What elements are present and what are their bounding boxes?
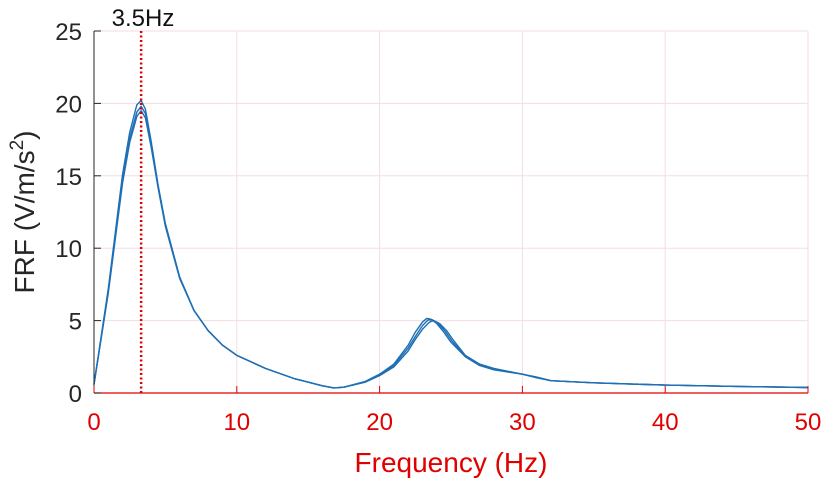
y-tick-label: 0	[69, 381, 82, 408]
x-tick-label: 20	[366, 409, 393, 436]
y-tick-label: 5	[69, 309, 82, 336]
marker-label: 3.5Hz	[112, 5, 175, 32]
series-line-3	[93, 109, 809, 389]
x-tick-label: 30	[509, 409, 536, 436]
y-tick-label: 25	[55, 19, 82, 46]
y-axis-label: FRF (V/m/s2)	[7, 131, 40, 294]
y-axis-label-main: FRF (V/m/s	[9, 150, 40, 293]
x-axis-label: Frequency (Hz)	[355, 447, 548, 478]
y-axis-label-superscript: 2	[7, 140, 28, 151]
x-tick-label: 10	[223, 409, 250, 436]
plot-area	[94, 31, 808, 393]
x-tick-label: 50	[795, 409, 822, 436]
axes	[93, 30, 809, 394]
y-axis-label-suffix: )	[9, 131, 40, 140]
series-group	[93, 99, 809, 389]
y-tick-label: 20	[55, 91, 82, 118]
x-tick-label: 0	[87, 409, 100, 436]
grid	[94, 30, 809, 393]
y-tick-label: 15	[55, 164, 82, 191]
x-tick-label: 40	[652, 409, 679, 436]
y-tick-label: 10	[55, 236, 82, 263]
tick-labels: 0 10 20 30 40 50 0 5 10 15 20 25	[55, 19, 821, 436]
